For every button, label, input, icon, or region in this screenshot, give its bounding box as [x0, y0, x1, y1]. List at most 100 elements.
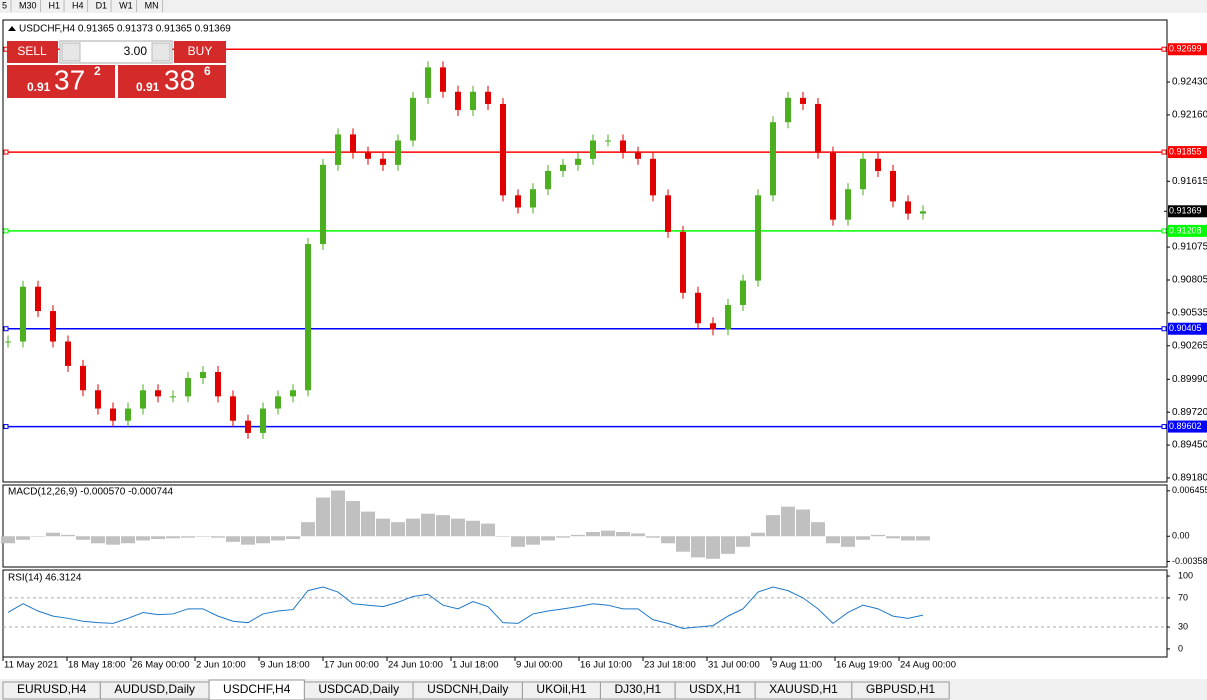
candle	[665, 195, 671, 232]
macd-bar	[736, 536, 750, 547]
macd-bar	[76, 536, 90, 540]
level-handle	[1161, 149, 1167, 155]
level-tag	[1168, 146, 1207, 159]
current-price: 0.91369	[1169, 206, 1202, 216]
macd-tick-label: 0.006455	[1172, 485, 1207, 495]
candle	[755, 195, 761, 281]
volume-box[interactable]	[59, 40, 173, 64]
macd-bar	[256, 536, 270, 544]
level-handle	[1161, 326, 1167, 332]
candle	[920, 211, 926, 214]
macd-bar	[661, 536, 675, 544]
candle	[65, 341, 71, 366]
timeframe-button[interactable]: D1	[96, 0, 108, 10]
candle	[245, 420, 251, 433]
candle	[290, 390, 296, 397]
timeframe-button[interactable]: MN	[145, 0, 159, 10]
candle	[185, 378, 191, 397]
macd-bar	[46, 532, 60, 537]
macd-bar	[841, 536, 855, 547]
level-tag	[1168, 322, 1207, 335]
macd-tick-label: 0.00	[1172, 531, 1190, 541]
macd-bar	[301, 522, 315, 537]
macd-bar	[781, 506, 795, 537]
candle	[395, 140, 401, 165]
bid-box[interactable]	[7, 65, 115, 98]
macd-bar	[226, 536, 240, 542]
candle	[740, 280, 746, 305]
buy-button[interactable]	[174, 41, 226, 63]
macd-bar	[106, 536, 120, 545]
chart-header: USDCHF,H4 0.91365 0.91373 0.91365 0.9136…	[19, 24, 231, 35]
macd-bar	[91, 536, 105, 544]
candle	[260, 408, 266, 433]
time-label: 18 May 18:00	[68, 660, 126, 671]
rsi-tick-label: 100	[1178, 570, 1193, 580]
macd-bar	[526, 536, 540, 545]
candle	[710, 323, 716, 330]
candle	[275, 396, 281, 409]
candle	[545, 170, 551, 190]
macd-bar	[721, 536, 735, 554]
level-tag	[1168, 43, 1207, 56]
candle	[230, 396, 236, 421]
candle	[410, 97, 416, 141]
level-label: 0.90405	[1169, 323, 1202, 333]
time-label: 9 Aug 11:00	[772, 660, 822, 671]
macd-bar	[391, 522, 405, 537]
volume-down[interactable]	[61, 42, 81, 62]
level-label: 0.91855	[1169, 146, 1202, 156]
bid-small: 2	[94, 64, 101, 78]
timeframe-button[interactable]: M30	[19, 0, 37, 10]
macd-bar	[556, 536, 570, 538]
macd-bar	[271, 536, 285, 541]
timeframe-button[interactable]: W1	[119, 0, 133, 10]
volume-value: 3.00	[124, 44, 148, 58]
macd-bar	[856, 536, 870, 540]
rsi-tick-label: 70	[1178, 592, 1188, 602]
level-tag	[1168, 420, 1207, 433]
macd-bar	[376, 518, 390, 537]
macd-bar	[451, 518, 465, 537]
candle	[155, 390, 161, 397]
candle	[830, 152, 836, 220]
level-label: 0.92699	[1169, 44, 1202, 54]
macd-bar	[436, 515, 450, 537]
macd-bar	[751, 532, 765, 537]
tab-label: AUDUSD,Daily	[114, 682, 195, 696]
tab[interactable]	[851, 681, 950, 700]
candle	[215, 371, 221, 397]
macd-bar	[151, 536, 165, 540]
ask-box[interactable]	[118, 65, 226, 98]
ask-prefix: 0.91	[136, 80, 160, 94]
macd-bar	[706, 536, 720, 559]
sell-button[interactable]	[7, 41, 58, 63]
macd-tick-label: -0.003589	[1172, 556, 1207, 566]
candle	[800, 97, 806, 104]
tab-label: USDCNH,Daily	[427, 682, 508, 696]
price-label: 0.90805	[1172, 275, 1207, 286]
timeframe-button[interactable]: H4	[72, 0, 84, 10]
tab-label: USDX,H1	[689, 682, 741, 696]
level-handle	[3, 326, 9, 332]
level-handle	[1161, 46, 1167, 52]
macd-bar	[511, 536, 525, 547]
time-label: 9 Jul 00:00	[516, 660, 562, 671]
macd-bar	[286, 536, 300, 540]
candle	[635, 152, 641, 159]
macd-bar	[196, 536, 210, 537]
time-label: 16 Jul 10:00	[580, 660, 632, 671]
macd-bar	[871, 534, 885, 537]
time-label: 23 Jul 18:00	[644, 660, 696, 671]
price-label: 0.89180	[1172, 473, 1207, 484]
macd-bar	[331, 490, 345, 537]
macd-bar	[586, 532, 600, 537]
macd-frame	[2, 484, 1168, 568]
current-price-tag	[1168, 205, 1207, 218]
macd-bar	[481, 523, 495, 537]
price-label: 0.92160	[1172, 110, 1207, 121]
timeframe-button[interactable]: H1	[49, 0, 61, 10]
macd-bar	[631, 533, 645, 537]
timeframe-button[interactable]: 5	[2, 0, 7, 10]
volume-up[interactable]	[151, 42, 171, 62]
